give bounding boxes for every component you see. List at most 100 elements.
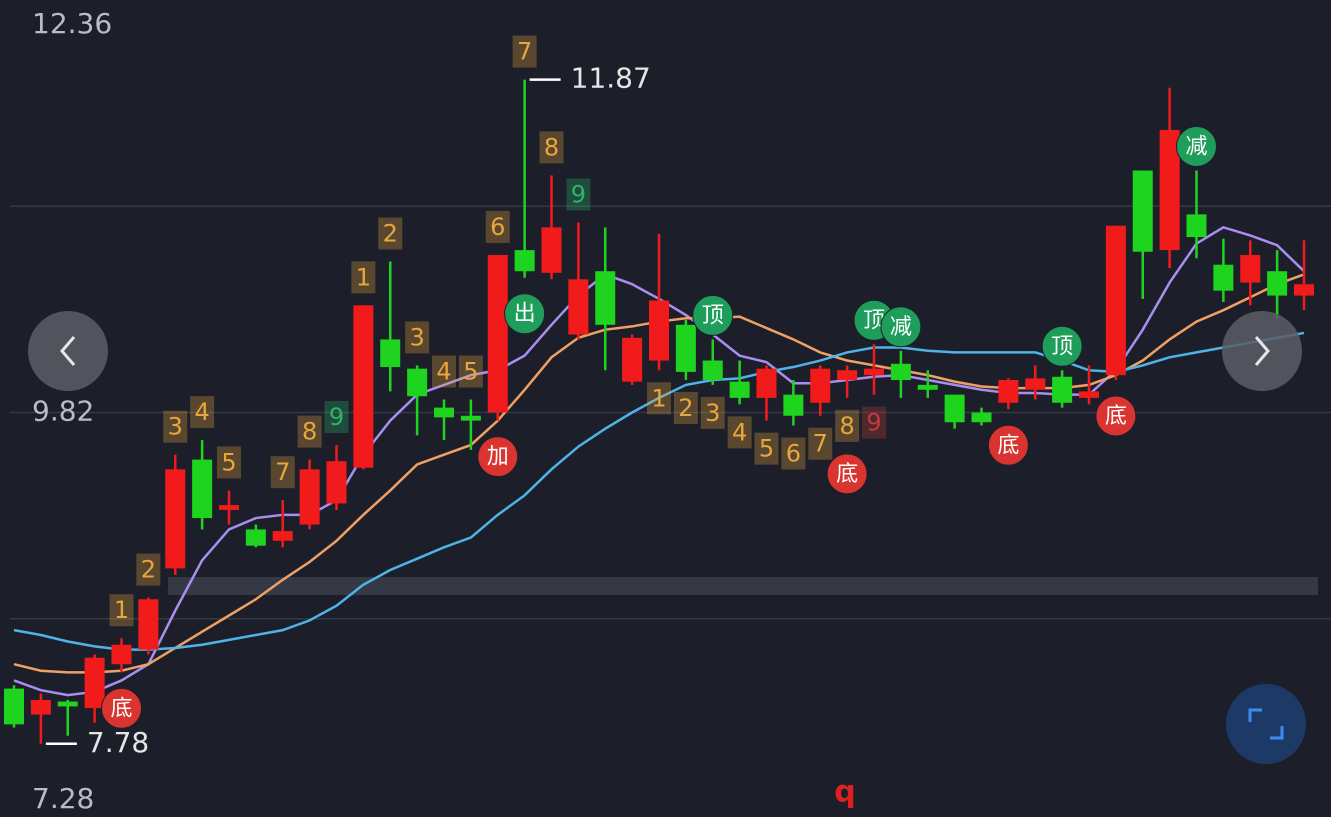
- signal-label: 顶: [1051, 334, 1073, 359]
- count-badge: [324, 400, 349, 433]
- count-badge: [217, 446, 241, 479]
- candle-body: [487, 254, 508, 413]
- signal-label: 顶: [863, 308, 885, 333]
- y-tick-label: 7.28: [32, 782, 94, 815]
- count-badge: [297, 415, 322, 448]
- count-label: 9: [571, 180, 586, 208]
- candle-body: [998, 380, 1019, 403]
- count-label: 5: [463, 358, 478, 386]
- count-label: 2: [678, 394, 693, 422]
- count-label: 7: [275, 458, 290, 486]
- count-badge: [700, 396, 725, 429]
- count-label: 3: [168, 413, 183, 441]
- candle-body: [1240, 254, 1261, 283]
- signal-label: 底: [110, 696, 132, 721]
- candle-body: [514, 250, 535, 272]
- count-label: 8: [839, 412, 854, 440]
- candle-body: [622, 337, 643, 382]
- count-label: 8: [302, 418, 317, 446]
- count-badge: [485, 210, 510, 243]
- count-label: 4: [436, 358, 451, 386]
- candle-body: [864, 368, 884, 376]
- count-badge: [405, 321, 430, 354]
- candle-body: [568, 279, 589, 335]
- count-label: 5: [759, 435, 774, 463]
- candle-body: [756, 368, 777, 398]
- signal-label: 减: [1185, 135, 1207, 160]
- next-button[interactable]: [1222, 311, 1302, 391]
- candle-body: [917, 384, 938, 390]
- count-badge: [808, 427, 833, 460]
- count-label: 7: [813, 430, 828, 458]
- count-label: 1: [651, 384, 666, 412]
- candle-body: [729, 381, 750, 398]
- count-label: 6: [490, 213, 505, 241]
- candle-body: [595, 271, 616, 325]
- count-badge: [190, 396, 215, 429]
- signal-badge: [880, 306, 922, 348]
- signal-badge: [826, 453, 868, 495]
- candle-body: [1159, 129, 1180, 251]
- signal-badge: [504, 293, 546, 335]
- candle-body: [783, 394, 804, 416]
- count-label: 5: [221, 448, 236, 476]
- candle-body: [944, 394, 965, 423]
- count-badge: [432, 355, 456, 388]
- signal-badge: [477, 436, 519, 478]
- signal-badge: [1095, 395, 1137, 437]
- candle-body: [138, 599, 159, 650]
- count-badge: [754, 432, 779, 465]
- count-label: 6: [786, 439, 801, 467]
- count-badge: [727, 416, 752, 449]
- candle-body: [272, 531, 293, 541]
- candle-body: [1132, 170, 1153, 252]
- candle-body: [353, 305, 374, 468]
- signal-label: 底: [997, 433, 1019, 458]
- count-badge: [673, 392, 698, 425]
- count-label: 1: [356, 263, 371, 291]
- count-badge: [539, 131, 564, 164]
- candle-body: [434, 407, 454, 418]
- count-badge: [835, 409, 860, 442]
- prev-button[interactable]: [28, 311, 108, 391]
- count-label: 2: [383, 219, 398, 247]
- count-label: 2: [141, 556, 156, 584]
- signal-badge: [1176, 126, 1217, 168]
- candle-body: [299, 469, 320, 525]
- count-badge: [109, 594, 134, 627]
- candle-body: [192, 459, 213, 519]
- signal-badge: [692, 294, 734, 336]
- count-label: 3: [705, 399, 720, 427]
- candle-body: [165, 469, 186, 569]
- candle-body: [837, 370, 858, 381]
- candle-body: [30, 699, 51, 715]
- count-badge: [458, 355, 483, 388]
- extreme-marker-label: 7.78: [87, 726, 149, 759]
- signal-badge: [987, 424, 1029, 466]
- fullscreen-button[interactable]: [1226, 684, 1306, 764]
- count-label: 9: [866, 409, 881, 437]
- count-badge: [862, 406, 886, 439]
- count-badge: [163, 410, 188, 443]
- candle-body: [541, 227, 562, 273]
- y-tick-label: 9.82: [32, 395, 94, 428]
- extreme-marker-label: 11.87: [571, 62, 651, 95]
- candle-body: [971, 412, 992, 423]
- count-badge: [647, 382, 671, 415]
- candle-body: [111, 644, 132, 665]
- candle-body: [1079, 391, 1099, 398]
- signal-label: 底: [836, 462, 858, 487]
- count-label: 9: [329, 403, 344, 431]
- signal-label: 底: [1105, 404, 1127, 429]
- candle-body: [326, 461, 347, 504]
- range-band: [168, 577, 1318, 595]
- candle-body: [407, 368, 428, 397]
- candle-body: [810, 368, 831, 403]
- candle-body: [702, 360, 723, 381]
- candle-body: [4, 688, 24, 725]
- candle-body: [1025, 378, 1046, 390]
- count-badge: [781, 437, 806, 470]
- count-badge: [566, 178, 591, 211]
- candle-body: [460, 415, 481, 421]
- candle-body: [675, 324, 696, 372]
